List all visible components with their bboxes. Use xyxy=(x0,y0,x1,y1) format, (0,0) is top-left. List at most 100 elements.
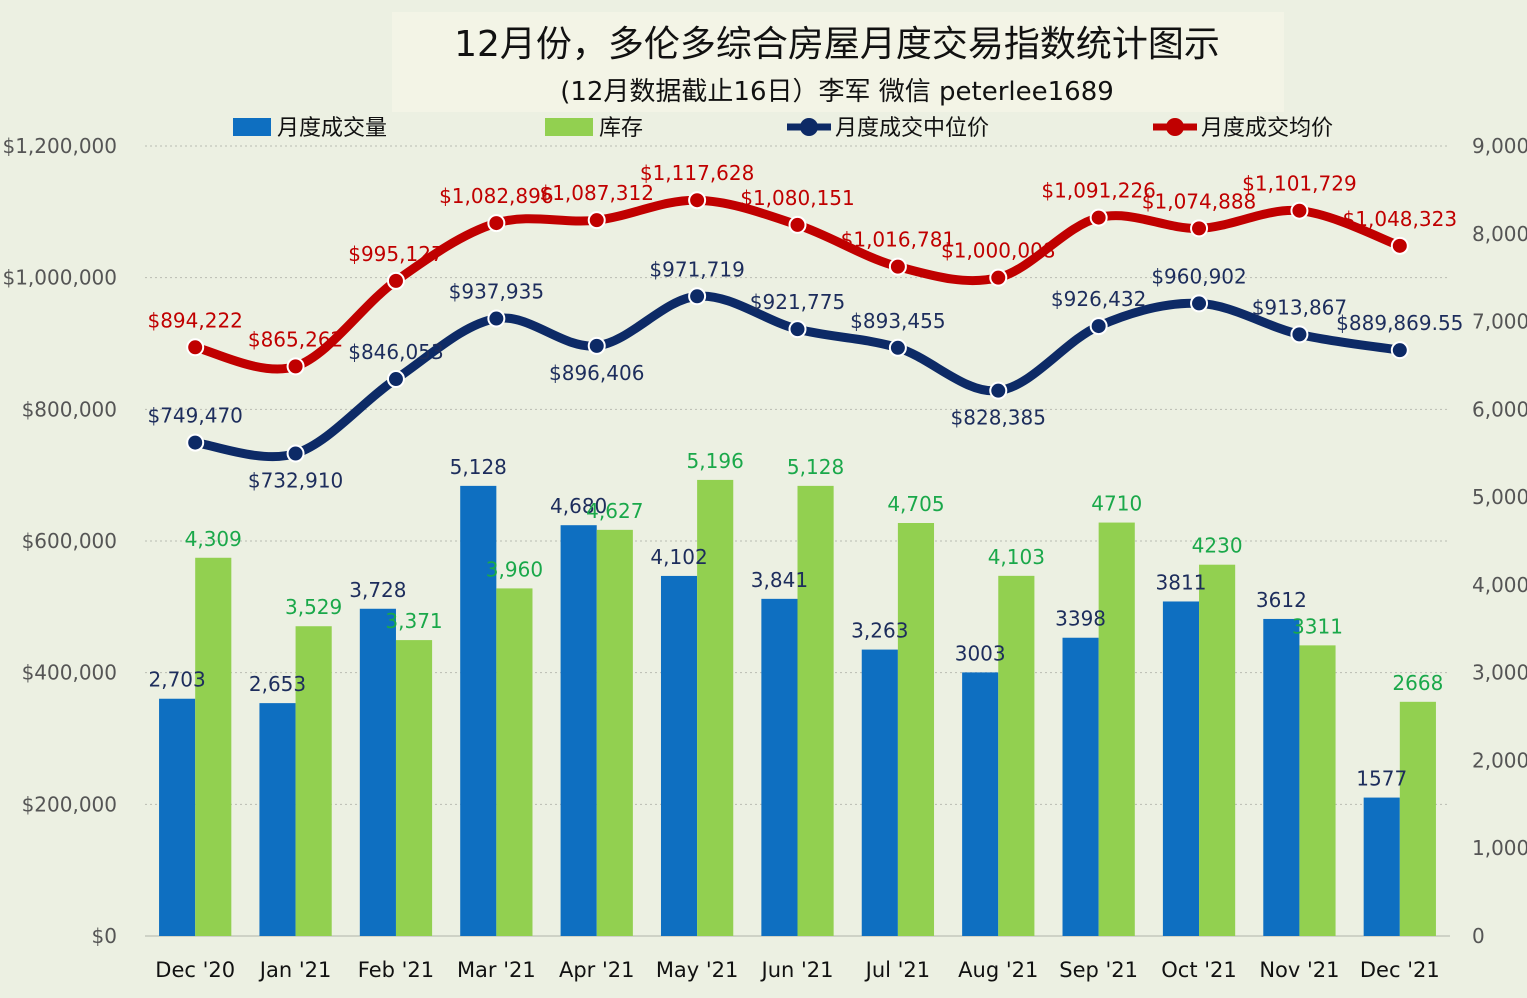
bar-sales xyxy=(460,485,497,936)
x-tick-label: Aug '21 xyxy=(958,958,1038,982)
average-price-point xyxy=(989,268,1008,287)
legend-marker xyxy=(1166,118,1184,136)
average-price-point xyxy=(788,215,807,234)
bar-sales xyxy=(861,649,898,936)
x-tick-label: Mar '21 xyxy=(457,958,536,982)
bar-data-label: 1577 xyxy=(1356,767,1407,791)
y-right-tick-label: 4,000 xyxy=(1472,573,1527,597)
y-right-tick-label: 3,000 xyxy=(1472,661,1527,685)
y-left-tick-label: $1,200,000 xyxy=(2,134,117,158)
lines xyxy=(186,191,1409,463)
bar-sales xyxy=(660,575,698,936)
average-price-point xyxy=(286,357,305,376)
legend-label: 库存 xyxy=(599,116,643,141)
line-data-label: $1,101,729 xyxy=(1242,172,1357,196)
chart-subtitle: (12月数据截止16日）李军 微信 peterlee1689 xyxy=(560,77,1114,107)
legend: 月度成交量 库存 月度成交中位价 月度成交均价 xyxy=(233,116,1333,141)
average-price-point xyxy=(487,214,506,233)
y-right-tick-label: 1,000 xyxy=(1472,836,1527,860)
average-price-point xyxy=(1390,236,1409,255)
bar-data-label: 4,103 xyxy=(988,545,1045,569)
median-price-point xyxy=(888,338,907,357)
y-left-tick-label: $200,000 xyxy=(22,792,117,816)
legend-label: 月度成交中位价 xyxy=(835,116,989,141)
bar-inventory xyxy=(496,588,533,936)
line-data-label: $1,074,888 xyxy=(1142,189,1257,213)
y-left-tick-label: $1,000,000 xyxy=(2,266,117,290)
bar-data-label: 4,102 xyxy=(650,545,707,569)
bar-data-label: 5,196 xyxy=(687,449,744,473)
average-price-point xyxy=(888,257,907,276)
line-data-label: $732,910 xyxy=(248,469,343,493)
average-price-point xyxy=(1290,201,1309,220)
legend-label: 月度成交量 xyxy=(277,116,387,141)
median-price-point xyxy=(386,370,405,389)
line-data-label: $1,080,151 xyxy=(740,186,855,210)
bar-data-label: 4,627 xyxy=(586,499,643,523)
line-data-label: $926,432 xyxy=(1051,287,1146,311)
bar-data-label: 3612 xyxy=(1256,588,1307,612)
bar-inventory xyxy=(797,485,834,936)
bar-data-label: 3,960 xyxy=(486,557,543,581)
bar-sales xyxy=(1263,618,1300,936)
x-tick-label: Dec '21 xyxy=(1360,958,1440,982)
bar-data-label: 3,263 xyxy=(851,619,908,643)
bar-data-label: 2668 xyxy=(1392,671,1443,695)
average-price-point xyxy=(688,191,707,210)
bar-inventory xyxy=(697,479,734,936)
median-price-point xyxy=(1190,294,1209,313)
median-price-point xyxy=(688,287,707,306)
bar-sales xyxy=(1162,601,1200,936)
bar-data-label: 2,653 xyxy=(249,672,306,696)
bar-inventory xyxy=(1098,522,1135,936)
line-data-label: $1,000,008 xyxy=(941,239,1056,263)
median-price-point xyxy=(1290,325,1309,344)
bar-data-label: 5,128 xyxy=(787,455,844,479)
average-price-point xyxy=(1089,208,1108,227)
x-tick-label: Apr '21 xyxy=(559,958,635,982)
average-price-point xyxy=(186,338,205,357)
y-right-tick-label: 7,000 xyxy=(1472,310,1527,334)
line-data-label: $1,087,312 xyxy=(539,181,654,205)
bar-inventory xyxy=(395,640,433,936)
y-right-tick-label: 8,000 xyxy=(1472,222,1527,246)
bar-inventory xyxy=(596,529,633,936)
line-data-label: $1,117,628 xyxy=(640,161,755,185)
average-price-point xyxy=(1190,219,1209,238)
x-tick-label: May '21 xyxy=(656,958,739,982)
bar-sales xyxy=(962,672,999,936)
bar-sales xyxy=(560,525,597,936)
median-price-point xyxy=(1089,317,1108,336)
line-data-label: $960,902 xyxy=(1151,264,1246,288)
bar-data-label: 3811 xyxy=(1156,570,1207,594)
line-data-label: $913,867 xyxy=(1252,295,1347,319)
y-right-tick-label: 2,000 xyxy=(1472,748,1527,772)
bar-data-label: 4710 xyxy=(1091,492,1142,516)
bar-data-label: 3,529 xyxy=(285,595,342,619)
bar-inventory xyxy=(897,523,935,936)
average-price-point xyxy=(587,211,606,230)
legend-label: 月度成交均价 xyxy=(1201,116,1333,141)
line-data-label: $889,869.55 xyxy=(1336,311,1463,335)
bar-data-label: 5,128 xyxy=(450,455,507,479)
line-data-label: $1,016,781 xyxy=(841,228,956,252)
bar-data-label: 3003 xyxy=(955,641,1006,665)
median-price-point xyxy=(286,444,305,463)
x-tick-label: Jan '21 xyxy=(258,958,332,982)
line-data-label: $865,262 xyxy=(248,327,343,351)
title-box xyxy=(392,12,1284,112)
bar-sales xyxy=(259,703,296,936)
bar-data-label: 4230 xyxy=(1192,534,1243,558)
bar-inventory xyxy=(1299,645,1336,936)
bar-data-label: 3311 xyxy=(1292,614,1343,638)
median-price-point xyxy=(186,433,205,452)
legend-swatch xyxy=(545,118,593,136)
bar-data-label: 3,728 xyxy=(349,578,406,602)
bar-inventory xyxy=(1399,701,1436,936)
bar-data-label: 4,705 xyxy=(887,492,944,516)
x-tick-label: Nov '21 xyxy=(1259,958,1339,982)
median-price-point xyxy=(788,320,807,339)
bar-sales xyxy=(159,698,196,936)
legend-swatch xyxy=(233,118,271,136)
